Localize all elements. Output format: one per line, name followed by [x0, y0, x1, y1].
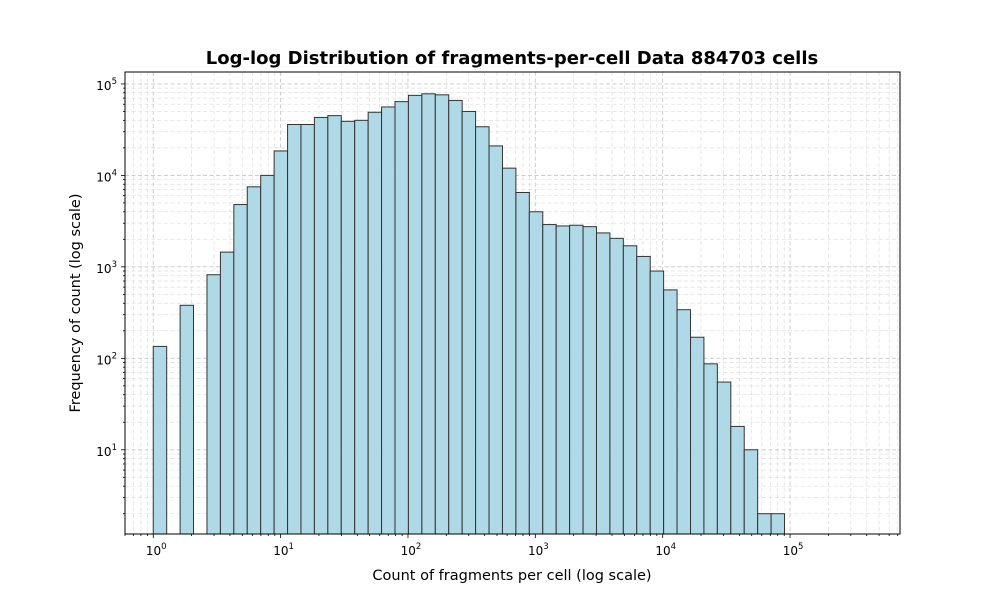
histogram-bar [595, 232, 611, 535]
histogram-bar [179, 304, 195, 535]
y-axis-label: Frequency of count (log scale) [68, 193, 84, 412]
histogram-bar [582, 226, 597, 535]
histogram-bar [273, 150, 289, 535]
y-tick-label: 102 [96, 351, 117, 367]
histogram-bar [300, 124, 315, 535]
histogram-bar [219, 251, 235, 535]
x-axis-label: Count of fragments per cell (log scale) [372, 568, 651, 584]
histogram-bar [488, 145, 503, 535]
histogram-bar [367, 111, 383, 535]
histogram-bar [770, 513, 786, 535]
chart-title: Log-log Distribution of fragments-per-ce… [206, 48, 818, 69]
histogram-bar [407, 94, 423, 535]
histogram-bar [703, 363, 718, 535]
y-tick-label: 101 [96, 443, 117, 459]
histogram-bar [233, 204, 248, 535]
histogram-bar [676, 309, 692, 535]
histogram-bar [636, 255, 651, 535]
histogram-bar [381, 106, 396, 535]
histogram-bar [730, 425, 745, 535]
histogram-bar [461, 110, 477, 535]
histogram-bar [206, 274, 221, 535]
x-tick-label: 105 [783, 542, 804, 558]
histogram-bar [515, 191, 530, 535]
histogram-bar [434, 94, 450, 535]
histogram-bar [327, 115, 342, 535]
y-tick-label: 104 [96, 168, 117, 184]
histogram-bar [313, 116, 329, 535]
histogram-bar [152, 345, 168, 535]
histogram-bar [287, 124, 302, 535]
histogram-bar [394, 101, 409, 535]
histogram-bar [663, 289, 678, 535]
x-tick-label: 100 [146, 542, 167, 558]
histogram-bar [528, 211, 544, 535]
histogram-bar [757, 513, 772, 535]
x-tick-label: 104 [655, 542, 676, 558]
histogram-bar [622, 245, 638, 535]
histogram-bar [555, 225, 571, 535]
bars [152, 93, 786, 535]
y-tick-label: 105 [96, 77, 117, 93]
histogram-bar [609, 237, 624, 535]
histogram-bar [340, 120, 356, 535]
histogram-bar [246, 186, 262, 535]
histogram-bar [260, 174, 275, 535]
histogram-bar [690, 336, 705, 535]
x-tick-label: 103 [528, 542, 549, 558]
histogram-bar [743, 449, 759, 535]
histogram-bar [716, 381, 732, 535]
histogram-bar [501, 167, 517, 535]
histogram-bar [542, 224, 557, 535]
x-tick-label: 101 [273, 542, 294, 558]
histogram-bar [649, 270, 665, 535]
histogram-bar [354, 119, 369, 535]
ticks: 100 101 102 103 104 105 101 102 103 104 105 [96, 77, 899, 558]
histogram-bar [475, 126, 490, 535]
x-tick-label: 102 [401, 542, 422, 558]
y-tick-label: 103 [96, 260, 117, 276]
histogram-bar [421, 93, 436, 535]
histogram-bar [448, 99, 463, 535]
histogram-bar [569, 224, 584, 535]
